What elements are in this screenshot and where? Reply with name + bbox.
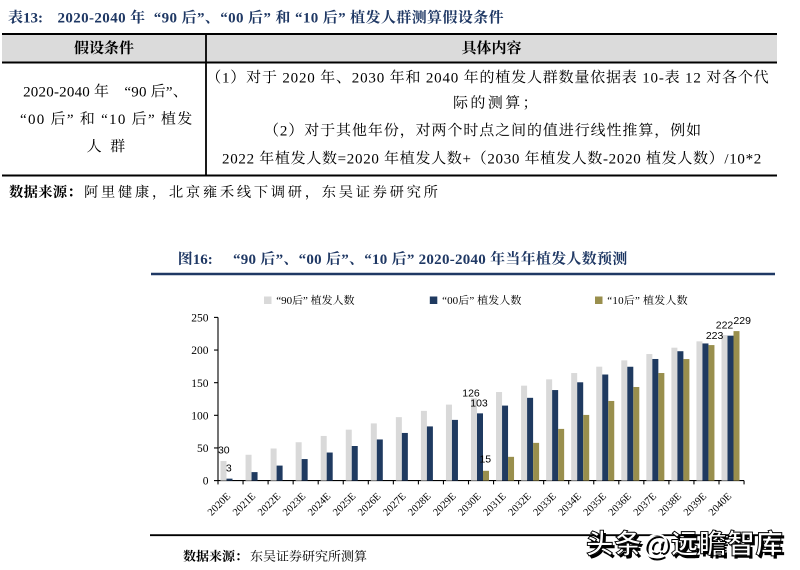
svg-text:“00: “00 (442, 295, 459, 307)
svg-text:”: ” (148, 112, 156, 128)
svg-text:103: 103 (470, 397, 488, 409)
svg-text:“00: “00 (220, 10, 244, 26)
svg-text:”: ” (166, 84, 173, 100)
svg-text:”: ” (303, 295, 308, 307)
svg-text:229: 229 (733, 315, 751, 327)
svg-text:”: ” (67, 112, 75, 128)
svg-text:“10: “10 (101, 112, 127, 128)
svg-text:1: 1 (222, 70, 230, 86)
svg-text:30: 30 (218, 444, 230, 456)
svg-text:“10: “10 (607, 295, 624, 307)
svg-text:“90: “90 (276, 295, 292, 307)
svg-text:”: ” (276, 252, 284, 268)
svg-text:”: ” (263, 10, 271, 26)
svg-text:”: ” (338, 10, 346, 26)
svg-text:126: 126 (462, 387, 480, 399)
svg-text:“00: “00 (20, 112, 46, 128)
svg-text:”: ” (635, 295, 640, 307)
svg-text:200: 200 (191, 345, 209, 357)
svg-text:0: 0 (203, 476, 209, 488)
svg-text:“90: “90 (124, 84, 146, 100)
svg-text:2020-2040: 2020-2040 (419, 252, 486, 268)
svg-text:“00: “00 (299, 252, 322, 268)
svg-text:“10: “10 (295, 10, 319, 26)
svg-text:10-: 10- (642, 70, 664, 86)
svg-text:/10*2: /10*2 (724, 151, 762, 167)
svg-text:16:: 16: (193, 252, 213, 268)
svg-text:“90: “90 (233, 252, 256, 268)
svg-text:”: ” (341, 252, 349, 268)
svg-text:”: ” (407, 252, 415, 268)
svg-text:“10: “10 (364, 252, 387, 268)
svg-text:+: + (463, 151, 472, 167)
svg-text:15: 15 (479, 453, 491, 465)
svg-text:2020-2040: 2020-2040 (23, 84, 90, 100)
svg-text:2022: 2022 (222, 151, 255, 167)
svg-text:=2020: =2020 (338, 151, 380, 167)
svg-text:”: ” (197, 10, 205, 26)
svg-text:2040: 2040 (426, 70, 459, 86)
svg-text:2030: 2030 (487, 151, 520, 167)
svg-text:2020: 2020 (282, 70, 315, 86)
svg-text:-2020: -2020 (603, 151, 641, 167)
svg-text:100: 100 (191, 410, 209, 422)
svg-text:2020-2040: 2020-2040 (58, 10, 126, 26)
svg-text:250: 250 (191, 313, 209, 325)
svg-text:223: 223 (706, 330, 724, 342)
svg-text:2: 2 (280, 123, 288, 139)
svg-text:“90: “90 (154, 10, 178, 26)
svg-text:12: 12 (685, 70, 702, 86)
svg-text:13:: 13: (23, 10, 43, 26)
svg-text:”: ” (469, 295, 474, 307)
svg-text:50: 50 (197, 443, 209, 455)
svg-text:150: 150 (191, 378, 209, 390)
svg-text:3: 3 (226, 462, 232, 474)
svg-text:@: @ (642, 528, 670, 559)
svg-text:222: 222 (716, 319, 734, 331)
svg-text:2030: 2030 (352, 70, 385, 86)
svg-text:@: @ (645, 531, 673, 562)
